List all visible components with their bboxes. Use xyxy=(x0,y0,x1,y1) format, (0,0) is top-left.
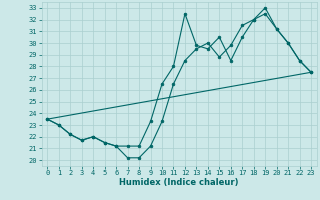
X-axis label: Humidex (Indice chaleur): Humidex (Indice chaleur) xyxy=(119,178,239,187)
